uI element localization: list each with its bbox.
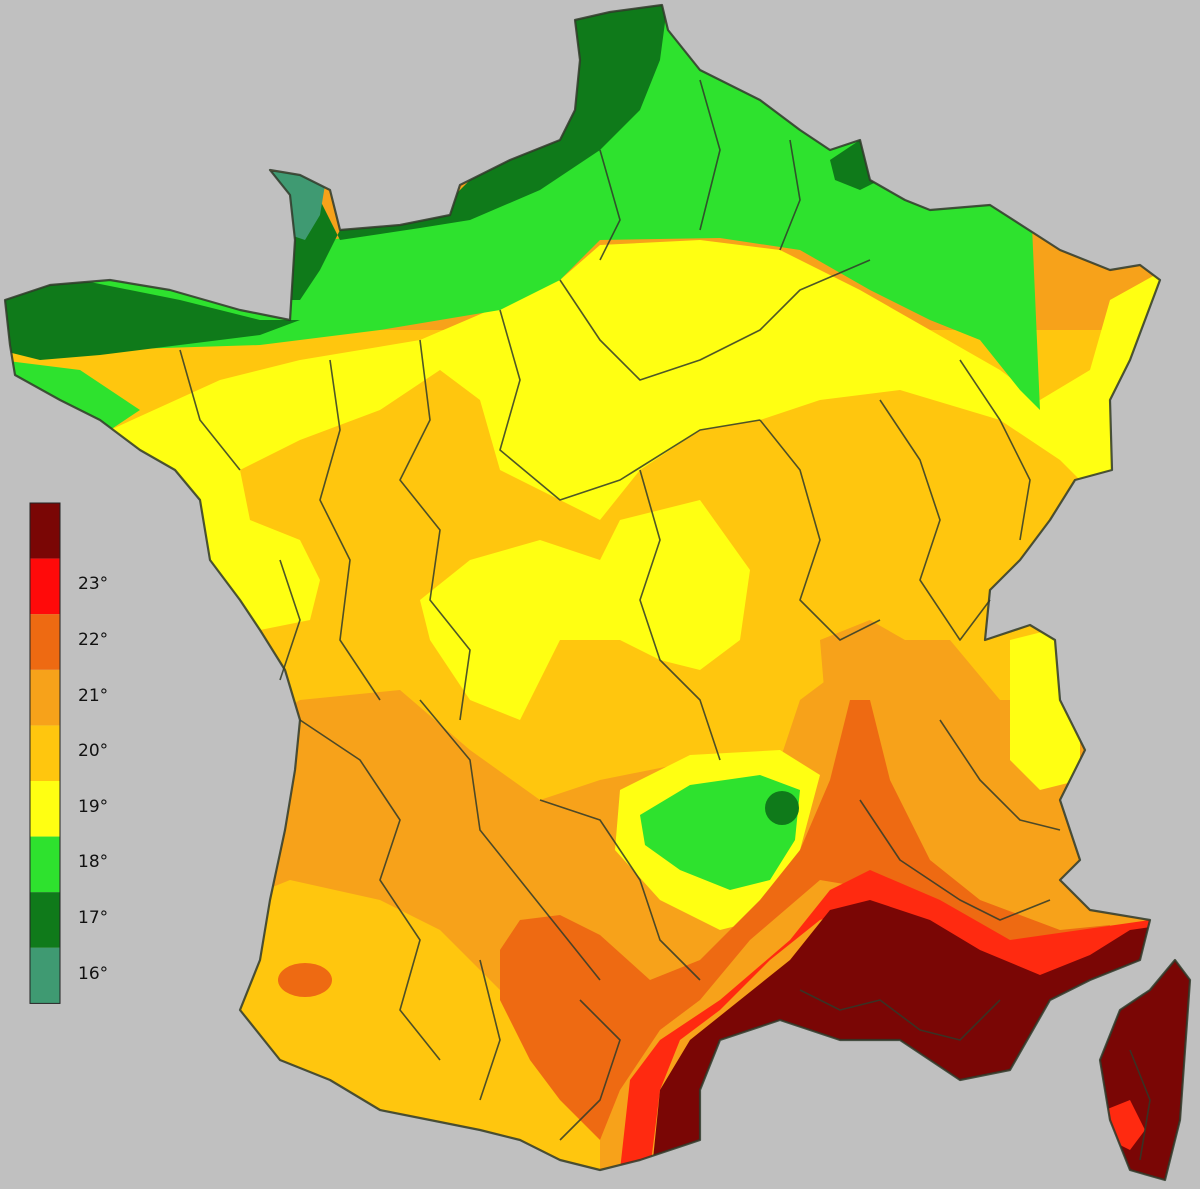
zone-18-massif — [640, 775, 800, 890]
legend-swatch — [30, 947, 60, 1004]
legend-swatch — [30, 781, 60, 837]
legend-swatch — [30, 669, 60, 726]
zone-19-north — [5, 240, 1190, 630]
legend-label: 19° — [78, 796, 109, 817]
zone-22-rhone — [500, 700, 1110, 1140]
legend-bar — [29, 502, 61, 1004]
legend-label: 16° — [78, 963, 109, 984]
legend-frame — [29, 502, 61, 1004]
legend-swatch — [30, 725, 60, 781]
legend-label: 23° — [78, 574, 109, 595]
zone-21-southeast — [820, 620, 1110, 960]
legend-swatch — [30, 614, 60, 670]
zone-22-landes-spot — [278, 963, 332, 997]
legend-swatch — [30, 503, 60, 559]
zone-19-centre — [420, 500, 750, 720]
zone-17-brittany — [5, 280, 300, 360]
legend-label: 21° — [78, 685, 109, 706]
legend-label: 22° — [78, 630, 109, 650]
department-borders — [3, 3, 1192, 1182]
legend-swatch — [30, 836, 60, 893]
legend-swatch — [30, 558, 60, 615]
zone-17-massif-spot — [765, 791, 799, 825]
legend-label: 17° — [78, 908, 109, 928]
zone-22-red-band — [620, 870, 1150, 1170]
zone-17-north-tip — [830, 140, 880, 190]
legend-label: 18° — [78, 852, 109, 873]
legend-label: 20° — [78, 741, 109, 762]
legend-swatch — [30, 892, 60, 948]
